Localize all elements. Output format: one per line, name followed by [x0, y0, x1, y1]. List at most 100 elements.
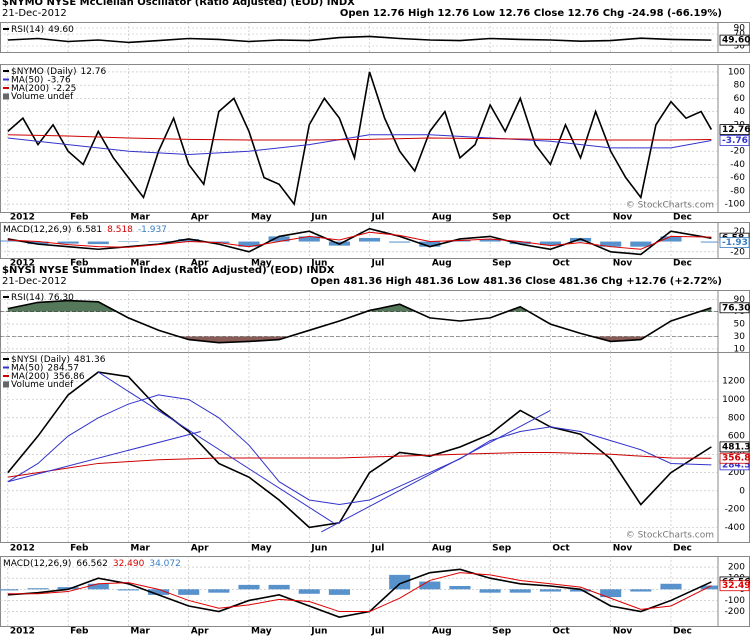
x-tick-label: 2012 [10, 544, 35, 554]
legend-entry: RSI(14) 49.60 [11, 25, 74, 35]
series-line [7, 299, 712, 344]
series-line [7, 394, 712, 506]
histogram-bar [449, 586, 471, 590]
histogram-bar [148, 589, 170, 595]
legend-entry: $NYMO (Daily) 12.76 [11, 67, 107, 77]
legend-value: 49.60 [48, 25, 74, 35]
x-tick-label: Sep [492, 259, 512, 269]
y-tick-label: 800 [728, 413, 745, 423]
chart-date: 21-Dec-2012 [2, 276, 67, 287]
x-tick-label: Jun [310, 627, 327, 636]
histogram-bar [389, 574, 411, 590]
y-tick-label: -20 [730, 247, 745, 257]
value-box [719, 135, 750, 146]
legend-entry: Volume undef [11, 380, 74, 390]
y-tick-label: 90 [734, 24, 746, 34]
y-tick-label: 1000 [722, 395, 745, 405]
plot [0, 299, 718, 344]
legend-name: $NYSI (Daily) [11, 355, 70, 365]
legend-name: RSI(14) [11, 25, 44, 35]
y-tick-label: -60 [730, 173, 745, 183]
x-tick-label: Oct [552, 544, 570, 554]
y-tick-label: 50 [734, 320, 746, 330]
x-tick-label: Nov [613, 213, 633, 223]
legend-title: MACD(12,26,9) [3, 559, 71, 569]
legend-value: 76.30 [48, 293, 74, 303]
value-box-label: 76.30 [722, 303, 750, 313]
x-tick-label: Apr [191, 544, 209, 554]
y-tick-label: -20 [730, 147, 745, 157]
histogram-bar [569, 589, 592, 592]
histogram-bar [27, 241, 49, 245]
histogram-bar [539, 241, 561, 246]
value-box [719, 580, 750, 592]
x-tick-label: Feb [70, 213, 89, 223]
legend-value: -3.76 [47, 75, 71, 85]
plot [0, 568, 718, 618]
y-tick-label: 1200 [722, 377, 745, 387]
y-tick-label: -100 [725, 200, 746, 210]
x-tick-label: Jun [310, 213, 327, 223]
x-tick-label: Jul [371, 213, 385, 223]
histogram-bar [238, 584, 260, 590]
value-box-label: 284.57 [722, 460, 750, 470]
legend: MACD(12,26,9) 66.562 32.490 34.072 [3, 559, 181, 569]
plot [0, 227, 718, 256]
histogram-bar [509, 589, 531, 593]
x-tick-label: Dec [673, 544, 692, 554]
value-box-label: 481.36 [722, 442, 750, 452]
histogram-bar [600, 589, 622, 598]
watermark: © StockCharts.com [626, 531, 714, 541]
ohlc: Open 481.36 High 481.36 Low 481.36 Close… [311, 276, 723, 287]
histogram-bar [268, 584, 290, 590]
histogram-bar [389, 241, 411, 243]
series-line [7, 451, 712, 478]
x-tick-label: Feb [70, 627, 89, 636]
histogram-bar [87, 583, 109, 590]
x-tick-label: Jun [310, 259, 327, 269]
value-box [719, 124, 750, 135]
y-tick-label: -200 [725, 607, 746, 617]
legend-value: 12.76 [80, 67, 106, 77]
value-box [719, 302, 750, 314]
legend-name: MA(200) [11, 372, 49, 382]
ohlc: Open 12.76 High 12.76 Low 12.76 Close 12… [340, 8, 722, 19]
x-tick-label: Nov [613, 544, 633, 554]
panel-frame [0, 556, 750, 627]
x-tick-label: Apr [191, 213, 209, 223]
x-tick-label: Jul [371, 259, 385, 269]
histogram-bar [178, 238, 200, 242]
x-tick-label: Jun [310, 544, 327, 554]
histogram-bar [27, 588, 49, 590]
legend-swatch [3, 93, 9, 100]
y-tick-label: 70 [734, 30, 746, 40]
histogram-bar [117, 589, 139, 591]
histogram-bar [298, 589, 320, 594]
histogram-bar [479, 238, 501, 242]
trendline [321, 410, 551, 533]
x-tick-label: Nov [613, 259, 633, 269]
histogram-bar [178, 589, 200, 595]
legend-value: -2.25 [53, 84, 76, 94]
histogram-bar [600, 241, 622, 247]
value-box-label: 32.490 [722, 581, 750, 591]
series-line [7, 572, 712, 613]
x-tick-label: Jul [371, 627, 385, 636]
x-tick-label: Oct [552, 213, 570, 223]
y-tick-label: 90 [734, 295, 746, 305]
legend-value: 34.072 [149, 559, 181, 569]
legend-swatch [3, 381, 9, 388]
plot [7, 35, 712, 44]
histogram-bar [359, 237, 381, 242]
x-tick-label: Aug [432, 627, 452, 636]
x-tick-label: 2012 [10, 259, 35, 269]
histogram-bar [0, 240, 19, 242]
y-tick-label: -100 [725, 596, 746, 606]
legend-value: 481.36 [74, 355, 106, 365]
histogram-bar [0, 589, 19, 591]
y-tick-label: -40 [730, 160, 745, 170]
histogram-bar [419, 581, 441, 590]
value-box [719, 441, 750, 453]
x-tick-label: Aug [432, 213, 452, 223]
legend-value: 284.57 [47, 363, 79, 373]
